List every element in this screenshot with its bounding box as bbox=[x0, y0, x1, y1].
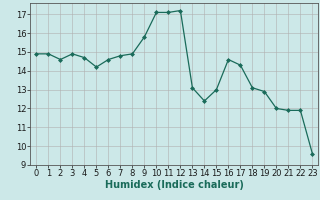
X-axis label: Humidex (Indice chaleur): Humidex (Indice chaleur) bbox=[105, 180, 244, 190]
